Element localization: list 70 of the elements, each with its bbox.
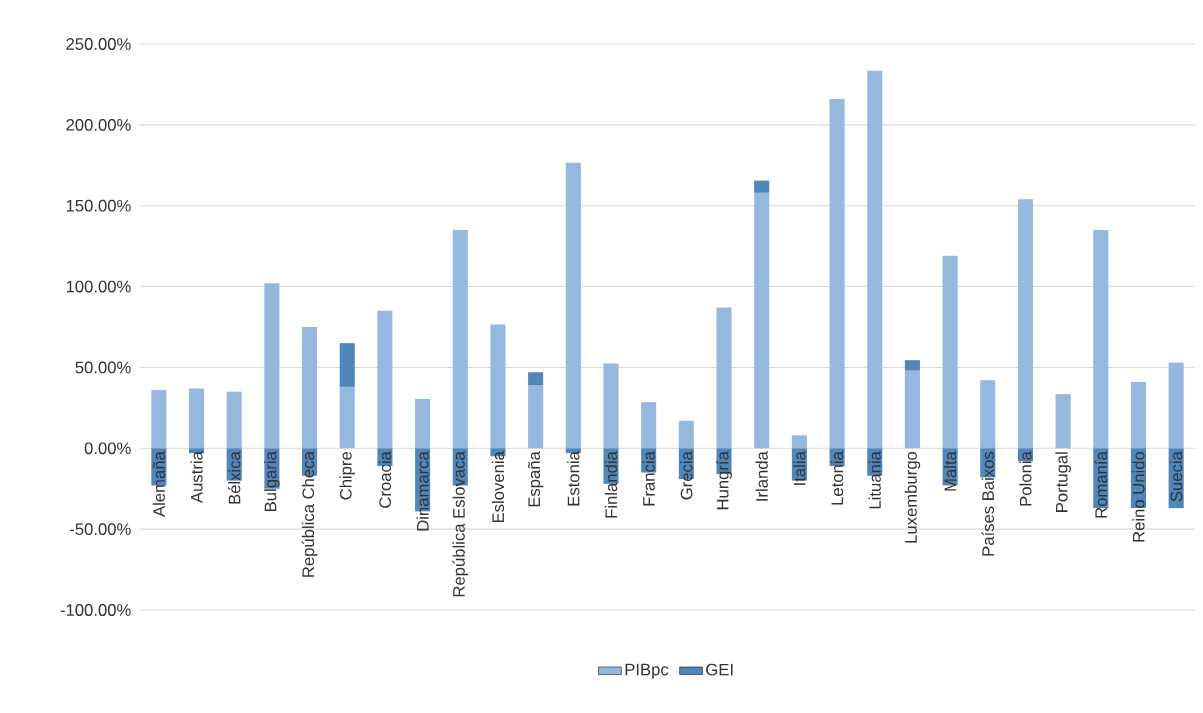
y-tick-label: -50.00% [70, 523, 131, 536]
x-tick-label: Bulgaria [264, 451, 280, 511]
bar [528, 372, 544, 386]
x-tick-label: Austria [190, 451, 203, 504]
x-tick-label: Estonia [567, 451, 580, 506]
legend-label: GEI [706, 663, 733, 676]
y-tick-label: 50.00% [75, 361, 131, 374]
bar [1130, 381, 1147, 449]
bar [1168, 362, 1184, 449]
bar [188, 388, 205, 449]
bar [641, 402, 657, 449]
x-tick-label: Luxemburgo [904, 451, 921, 543]
bar [415, 398, 431, 449]
x-tick-label: Romanía [1094, 451, 1108, 518]
x-tick-label: Dinamarca [416, 451, 429, 531]
y-tick-label: -100.00% [60, 604, 131, 616]
x-tick-label: Portugal [1055, 452, 1071, 512]
x-tick-label: Alemaña [152, 451, 165, 517]
bar [264, 283, 280, 449]
x-tick-label: Eslovenia [491, 451, 505, 523]
x-tick-label: Croacia [378, 451, 392, 508]
bar [1055, 394, 1071, 449]
x-tick-label: Hungría [716, 451, 732, 510]
bar [151, 390, 167, 449]
bar [565, 162, 581, 449]
x-tick-label: Países Baixos [981, 451, 994, 556]
x-tick-label: Polonia [1019, 451, 1032, 506]
bar [339, 386, 355, 449]
x-tick-label: Lituania [868, 451, 881, 509]
bar [754, 180, 770, 193]
bar [302, 326, 318, 449]
bar [754, 192, 770, 449]
x-tick-label: Irlanda [755, 451, 768, 501]
x-tick-label: Bélxica [227, 451, 241, 504]
x-tick-label: Malta [943, 451, 957, 491]
bar [452, 229, 468, 449]
bar [980, 380, 996, 449]
x-tick-label: Letonia [830, 451, 844, 505]
bar [603, 363, 619, 449]
bar [377, 310, 393, 449]
y-tick-label: 0.00% [84, 442, 131, 455]
x-tick-label: España [527, 451, 544, 507]
x-tick-label: República Eslovaca [452, 451, 469, 597]
x-tick-label: Reino Unido [1132, 451, 1145, 542]
bar [226, 391, 242, 449]
bar [867, 70, 883, 449]
bar [716, 307, 732, 449]
bar [904, 370, 920, 449]
y-tick-label: 200.00% [66, 118, 131, 131]
bar [490, 324, 506, 449]
bar [339, 343, 355, 387]
bar [1017, 199, 1033, 449]
x-tick-label: Grecia [680, 451, 693, 500]
x-tick-label: Chipre [339, 451, 355, 500]
y-tick-label: 250.00% [66, 38, 131, 50]
bar [829, 98, 845, 449]
x-tick-label: Francia [642, 451, 655, 506]
x-tick-label: Italia [793, 451, 806, 485]
bar [678, 420, 694, 449]
y-tick-label: 150.00% [66, 199, 131, 212]
x-tick-label: República Checa [301, 451, 318, 577]
legend-label: PIBpc [625, 663, 669, 679]
x-tick-label: Finlandia [604, 451, 618, 518]
bar [791, 435, 807, 449]
bar [528, 385, 544, 449]
x-tick-label: Suecia [1170, 451, 1183, 502]
y-tick-label: 100.00% [66, 280, 131, 293]
bar [942, 255, 958, 449]
bar [904, 360, 920, 371]
bar [1093, 229, 1109, 449]
